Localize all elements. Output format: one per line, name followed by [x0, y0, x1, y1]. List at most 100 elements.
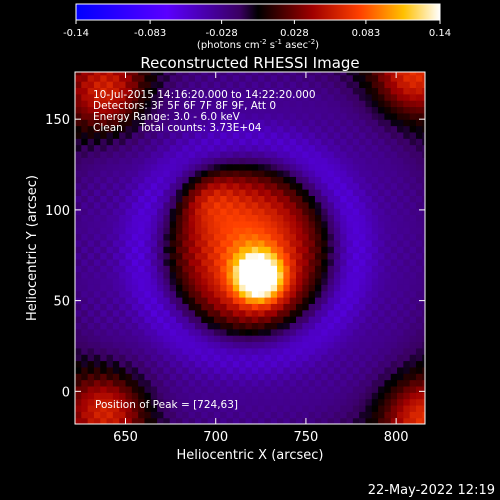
- heatmap-cell: [93, 360, 101, 368]
- heatmap-cell: [213, 189, 221, 196]
- heatmap-cell: [150, 138, 158, 146]
- heatmap-cell: [296, 119, 303, 127]
- heatmap-cell: [138, 246, 146, 254]
- heatmap-cell: [81, 106, 89, 114]
- heatmap-cell: [226, 150, 234, 158]
- heatmap-cell: [188, 125, 196, 133]
- heatmap-cell: [359, 296, 367, 304]
- heatmap-cell: [409, 379, 417, 387]
- heatmap-cell: [119, 303, 127, 311]
- heatmap-cell: [415, 309, 423, 317]
- heatmap-cell: [327, 398, 335, 406]
- heatmap-cell: [106, 182, 114, 190]
- heatmap-cell: [75, 277, 82, 285]
- heatmap-cell: [125, 150, 133, 158]
- heatmap-cell: [81, 157, 89, 165]
- heatmap-cell: [93, 201, 101, 209]
- heatmap-cell: [131, 258, 139, 266]
- heatmap-cell: [207, 163, 215, 171]
- heatmap-cell: [415, 271, 423, 279]
- heatmap-cell: [321, 328, 329, 336]
- heatmap-cell: [365, 373, 373, 381]
- heatmap-cell: [371, 258, 379, 266]
- heatmap-cell: [314, 398, 322, 406]
- heatmap-cell: [359, 347, 367, 355]
- heatmap-cell: [359, 322, 367, 330]
- heatmap-cell: [138, 227, 146, 235]
- heatmap-cell: [403, 106, 411, 114]
- heatmap-cell: [157, 341, 165, 349]
- heatmap-cell: [409, 150, 417, 158]
- heatmap-cell: [239, 354, 247, 362]
- heatmap-cell: [327, 379, 335, 387]
- heatmap-cell: [397, 404, 404, 412]
- heatmap-cell: [169, 252, 177, 260]
- heatmap-cell: [327, 106, 335, 114]
- heatmap-cell: [207, 404, 215, 412]
- heatmap-cell: [333, 335, 341, 343]
- heatmap-cell: [390, 258, 398, 266]
- heatmap-cell: [333, 373, 341, 381]
- heatmap-cell: [289, 316, 297, 323]
- heatmap-cell: [232, 119, 240, 127]
- heatmap-cell: [176, 265, 183, 273]
- heatmap-cell: [378, 277, 386, 285]
- heatmap-cell: [245, 163, 253, 171]
- heatmap-cell: [131, 93, 139, 101]
- heatmap-cell: [308, 328, 316, 336]
- heatmap-cell: [176, 106, 183, 114]
- heatmap-cell: [131, 366, 139, 374]
- heatmap-cell: [258, 74, 266, 82]
- heatmap-cell: [201, 417, 209, 424]
- heatmap-cell: [100, 189, 108, 196]
- heatmap-cell: [314, 246, 322, 254]
- heatmap-cell: [352, 227, 360, 235]
- heatmap-cell: [365, 328, 373, 336]
- heatmap-cell: [188, 74, 196, 82]
- heatmap-cell: [308, 335, 316, 343]
- heatmap-cell: [106, 328, 114, 336]
- heatmap-cell: [106, 119, 114, 127]
- heatmap-cell: [333, 144, 341, 152]
- heatmap-cell: [409, 163, 417, 171]
- heatmap-cell: [384, 284, 392, 292]
- heatmap-cell: [75, 360, 82, 368]
- heatmap-cell: [378, 233, 386, 241]
- heatmap-cell: [112, 163, 120, 171]
- heatmap-cell: [270, 100, 278, 108]
- heatmap-cell: [296, 112, 303, 120]
- heatmap-cell: [289, 296, 297, 304]
- heatmap-cell: [220, 208, 228, 216]
- heatmap-cell: [100, 176, 108, 184]
- heatmap-cell: [302, 201, 310, 209]
- heatmap-cell: [352, 189, 360, 196]
- heatmap-cell: [131, 87, 139, 95]
- heatmap-cell: [378, 87, 386, 95]
- heatmap-cell: [75, 252, 82, 260]
- heatmap-cell: [397, 316, 404, 323]
- heatmap-cell: [201, 157, 209, 165]
- heatmap-cell: [258, 81, 266, 89]
- heatmap-cell: [384, 93, 392, 101]
- heatmap-cell: [194, 220, 202, 228]
- heatmap-cell: [422, 72, 425, 76]
- heatmap-cell: [131, 74, 139, 82]
- heatmap-cell: [163, 176, 171, 184]
- heatmap-cell: [220, 385, 228, 393]
- heatmap-cell: [169, 182, 177, 190]
- heatmap-cell: [220, 138, 228, 146]
- heatmap-cell: [422, 373, 425, 381]
- heatmap-cell: [125, 271, 133, 279]
- heatmap-cell: [340, 258, 348, 266]
- heatmap-cell: [346, 157, 354, 165]
- heatmap-cell: [283, 239, 291, 247]
- heatmap-cell: [359, 220, 367, 228]
- heatmap-cell: [75, 214, 82, 222]
- heatmap-cell: [182, 182, 190, 190]
- heatmap-cell: [308, 112, 316, 120]
- heatmap-cell: [390, 169, 398, 177]
- heatmap-cell: [333, 227, 341, 235]
- heatmap-cell: [327, 220, 335, 228]
- heatmap-cell: [346, 379, 354, 387]
- heatmap-cell: [201, 93, 209, 101]
